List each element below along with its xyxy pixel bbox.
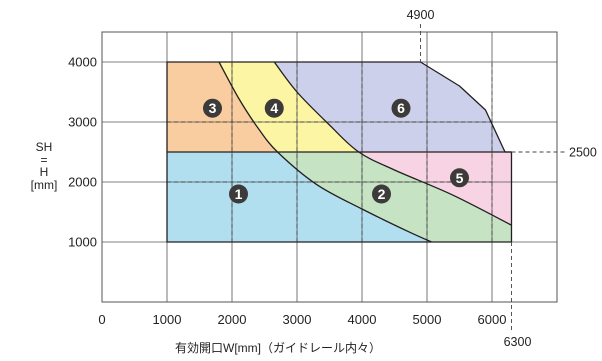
tick-labels-layer: 0 1000 2000 3000 4000 5000 6000 1000 2000 3000 400… bbox=[68, 55, 506, 328]
y-tick-label-3000: 3000 bbox=[68, 115, 97, 130]
curve-a bbox=[218, 61, 432, 243]
y-axis-title-h: H bbox=[40, 165, 49, 179]
zone-3-badge bbox=[203, 98, 222, 118]
zone-4-area bbox=[219, 62, 359, 152]
zone-4-label: 4 bbox=[270, 100, 278, 116]
curve-b bbox=[273, 61, 512, 226]
plot-frame bbox=[101, 31, 558, 303]
y-axis-title-unit: [mm] bbox=[31, 178, 58, 192]
x-tick-label-3000: 3000 bbox=[283, 312, 312, 327]
zone-5-badge bbox=[450, 168, 469, 188]
zone-1-badge bbox=[229, 184, 248, 204]
x-tick-label-5000: 5000 bbox=[413, 312, 442, 327]
y-axis-title: SH = H [mm] bbox=[31, 140, 58, 192]
zone-5-label: 5 bbox=[456, 170, 464, 186]
lines-layer bbox=[166, 61, 513, 243]
y-tick-label-2000: 2000 bbox=[68, 175, 97, 190]
zone-1-label: 1 bbox=[235, 186, 243, 202]
zone-1-area bbox=[167, 152, 432, 242]
x-tick-label-2000: 2000 bbox=[218, 312, 247, 327]
y-tick-label-4000: 4000 bbox=[68, 55, 97, 70]
zone-6-label: 6 bbox=[397, 100, 405, 116]
reference-lines-layer: 4900 6300 2500 bbox=[407, 8, 597, 349]
zone-2-area bbox=[277, 152, 512, 242]
ref-label-x-4900: 4900 bbox=[407, 8, 435, 22]
zone-2-badge bbox=[372, 184, 391, 204]
x-tick-label-0: 0 bbox=[98, 312, 105, 327]
zone-badges-layer: 1 2 3 4 5 6 bbox=[203, 98, 469, 204]
zone-3-area bbox=[167, 62, 278, 152]
zones-layer bbox=[167, 62, 512, 242]
x-tick-label-4000: 4000 bbox=[348, 312, 377, 327]
region-boundary bbox=[166, 61, 513, 243]
zone-6-badge bbox=[391, 98, 411, 118]
x-tick-label-6000: 6000 bbox=[478, 312, 507, 327]
y-axis-title-eq: = bbox=[40, 153, 47, 167]
zone-6-area bbox=[274, 62, 505, 152]
y-axis-title-sh: SH bbox=[36, 140, 53, 154]
y-tick-label-1000: 1000 bbox=[68, 235, 97, 250]
ref-label-y-2500: 2500 bbox=[569, 146, 597, 160]
zone-4-badge bbox=[264, 98, 284, 118]
zone-5-area bbox=[358, 152, 512, 226]
ref-label-x-6300: 6300 bbox=[504, 335, 532, 349]
zone-3-label: 3 bbox=[209, 100, 217, 116]
x-axis-title: 有効開口W[mm]（ガイドレール内々） bbox=[175, 340, 381, 355]
zone-2-label: 2 bbox=[378, 186, 386, 202]
x-tick-label-1000: 1000 bbox=[153, 312, 182, 327]
